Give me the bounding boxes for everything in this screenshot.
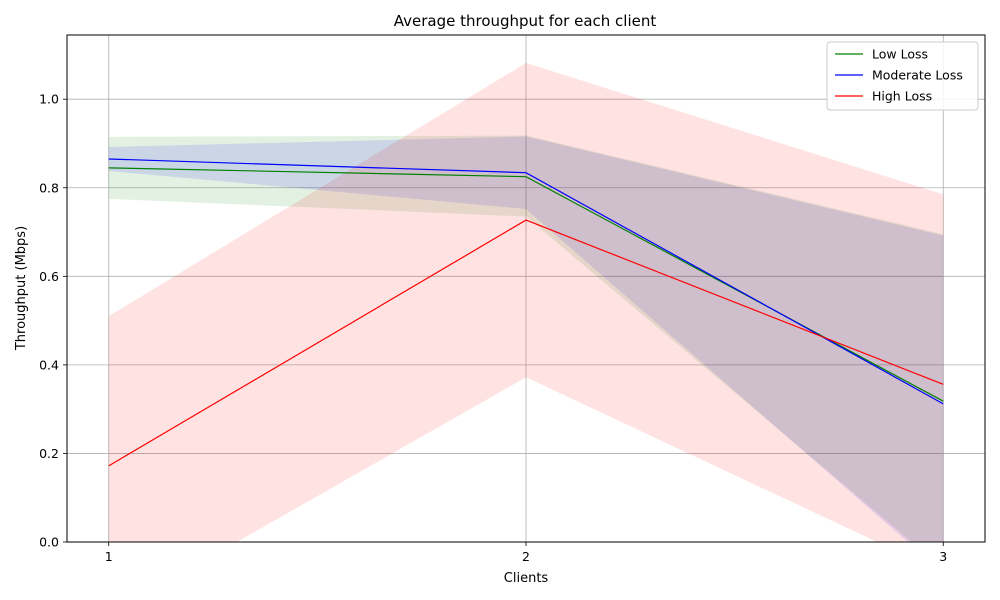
chart-title: Average throughput for each client: [394, 12, 657, 30]
y-axis-title: Throughput (Mbps): [14, 226, 29, 351]
band-high-loss: [108, 62, 944, 542]
line-moderate-loss: [108, 158, 944, 405]
x-tick-label: 2: [522, 549, 530, 564]
legend-label: High Loss: [872, 89, 932, 104]
series-lines: [108, 158, 944, 467]
legend-label: Moderate Loss: [872, 68, 963, 83]
legend-box: [826, 41, 979, 111]
x-tick-label: 1: [105, 549, 113, 564]
y-tick-label: 0.2: [39, 446, 59, 461]
axis-ticks: 1 2 3 0.0 0.2 0.4 0.6 0.8 1.0: [39, 92, 947, 564]
band-moderate-loss: [108, 136, 944, 542]
y-tick-label: 0.6: [39, 269, 59, 284]
legend: Low Loss Moderate Loss High Loss: [826, 41, 979, 111]
y-tick-label: 0.8: [39, 180, 59, 195]
y-tick-label: 0.0: [39, 535, 59, 550]
confidence-bands: [108, 62, 944, 542]
x-tick-label: 3: [939, 549, 947, 564]
legend-label: Low Loss: [872, 47, 928, 62]
line-high-loss: [108, 219, 944, 467]
y-tick-label: 0.4: [39, 357, 59, 372]
x-axis-title: Clients: [504, 571, 549, 586]
band-low-loss: [108, 135, 944, 542]
y-tick-label: 1.0: [39, 92, 59, 107]
